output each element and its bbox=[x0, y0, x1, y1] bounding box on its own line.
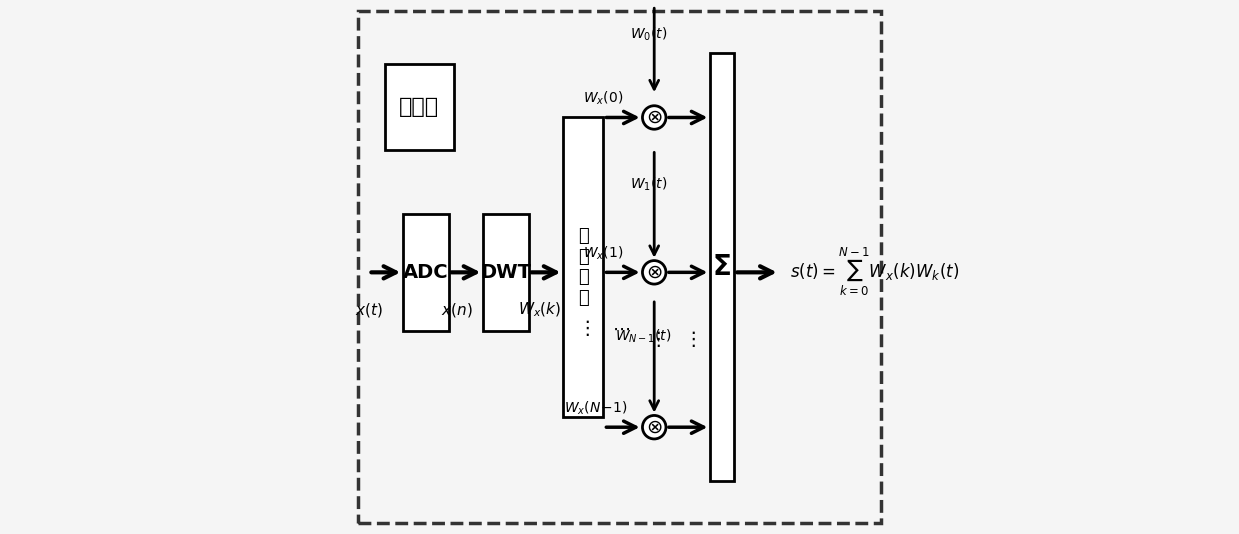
Circle shape bbox=[643, 415, 665, 439]
FancyBboxPatch shape bbox=[403, 214, 449, 331]
Text: $W_0(t)$: $W_0(t)$ bbox=[631, 26, 668, 43]
Text: $s(t)=\sum_{k=0}^{N-1}W_x(k)W_k(t)$: $s(t)=\sum_{k=0}^{N-1}W_x(k)W_k(t)$ bbox=[790, 246, 959, 299]
Text: DWT: DWT bbox=[481, 263, 532, 282]
Text: $\vdots$: $\vdots$ bbox=[683, 329, 695, 349]
Text: $\cdots$: $\cdots$ bbox=[612, 319, 631, 337]
Text: $\otimes$: $\otimes$ bbox=[646, 418, 663, 437]
FancyBboxPatch shape bbox=[384, 64, 453, 150]
Circle shape bbox=[643, 106, 665, 129]
FancyBboxPatch shape bbox=[564, 117, 603, 417]
Text: $\otimes$: $\otimes$ bbox=[646, 263, 663, 282]
Text: $\vdots$: $\vdots$ bbox=[648, 329, 660, 349]
Text: $W_x(N\!-\!1)$: $W_x(N\!-\!1)$ bbox=[564, 400, 627, 417]
Text: 串
并
转
换: 串 并 转 换 bbox=[579, 227, 589, 307]
Text: $\vdots$: $\vdots$ bbox=[577, 318, 590, 339]
Text: $W_{N-1}(t)$: $W_{N-1}(t)$ bbox=[616, 328, 672, 345]
Circle shape bbox=[643, 261, 665, 284]
Text: Σ: Σ bbox=[712, 253, 732, 281]
Text: $W_x(1)$: $W_x(1)$ bbox=[584, 245, 623, 262]
Text: $\otimes$: $\otimes$ bbox=[646, 108, 663, 127]
Text: $x(t)$: $x(t)$ bbox=[354, 301, 383, 319]
Text: $W_x(0)$: $W_x(0)$ bbox=[584, 90, 623, 107]
FancyBboxPatch shape bbox=[358, 11, 881, 523]
Text: $W_1(t)$: $W_1(t)$ bbox=[631, 176, 668, 193]
FancyBboxPatch shape bbox=[710, 53, 735, 481]
Text: ADC: ADC bbox=[403, 263, 449, 282]
Text: $x(n)$: $x(n)$ bbox=[441, 301, 472, 319]
FancyBboxPatch shape bbox=[483, 214, 529, 331]
Text: 发射端: 发射端 bbox=[399, 97, 440, 117]
Text: $W_x(k)$: $W_x(k)$ bbox=[518, 301, 561, 319]
